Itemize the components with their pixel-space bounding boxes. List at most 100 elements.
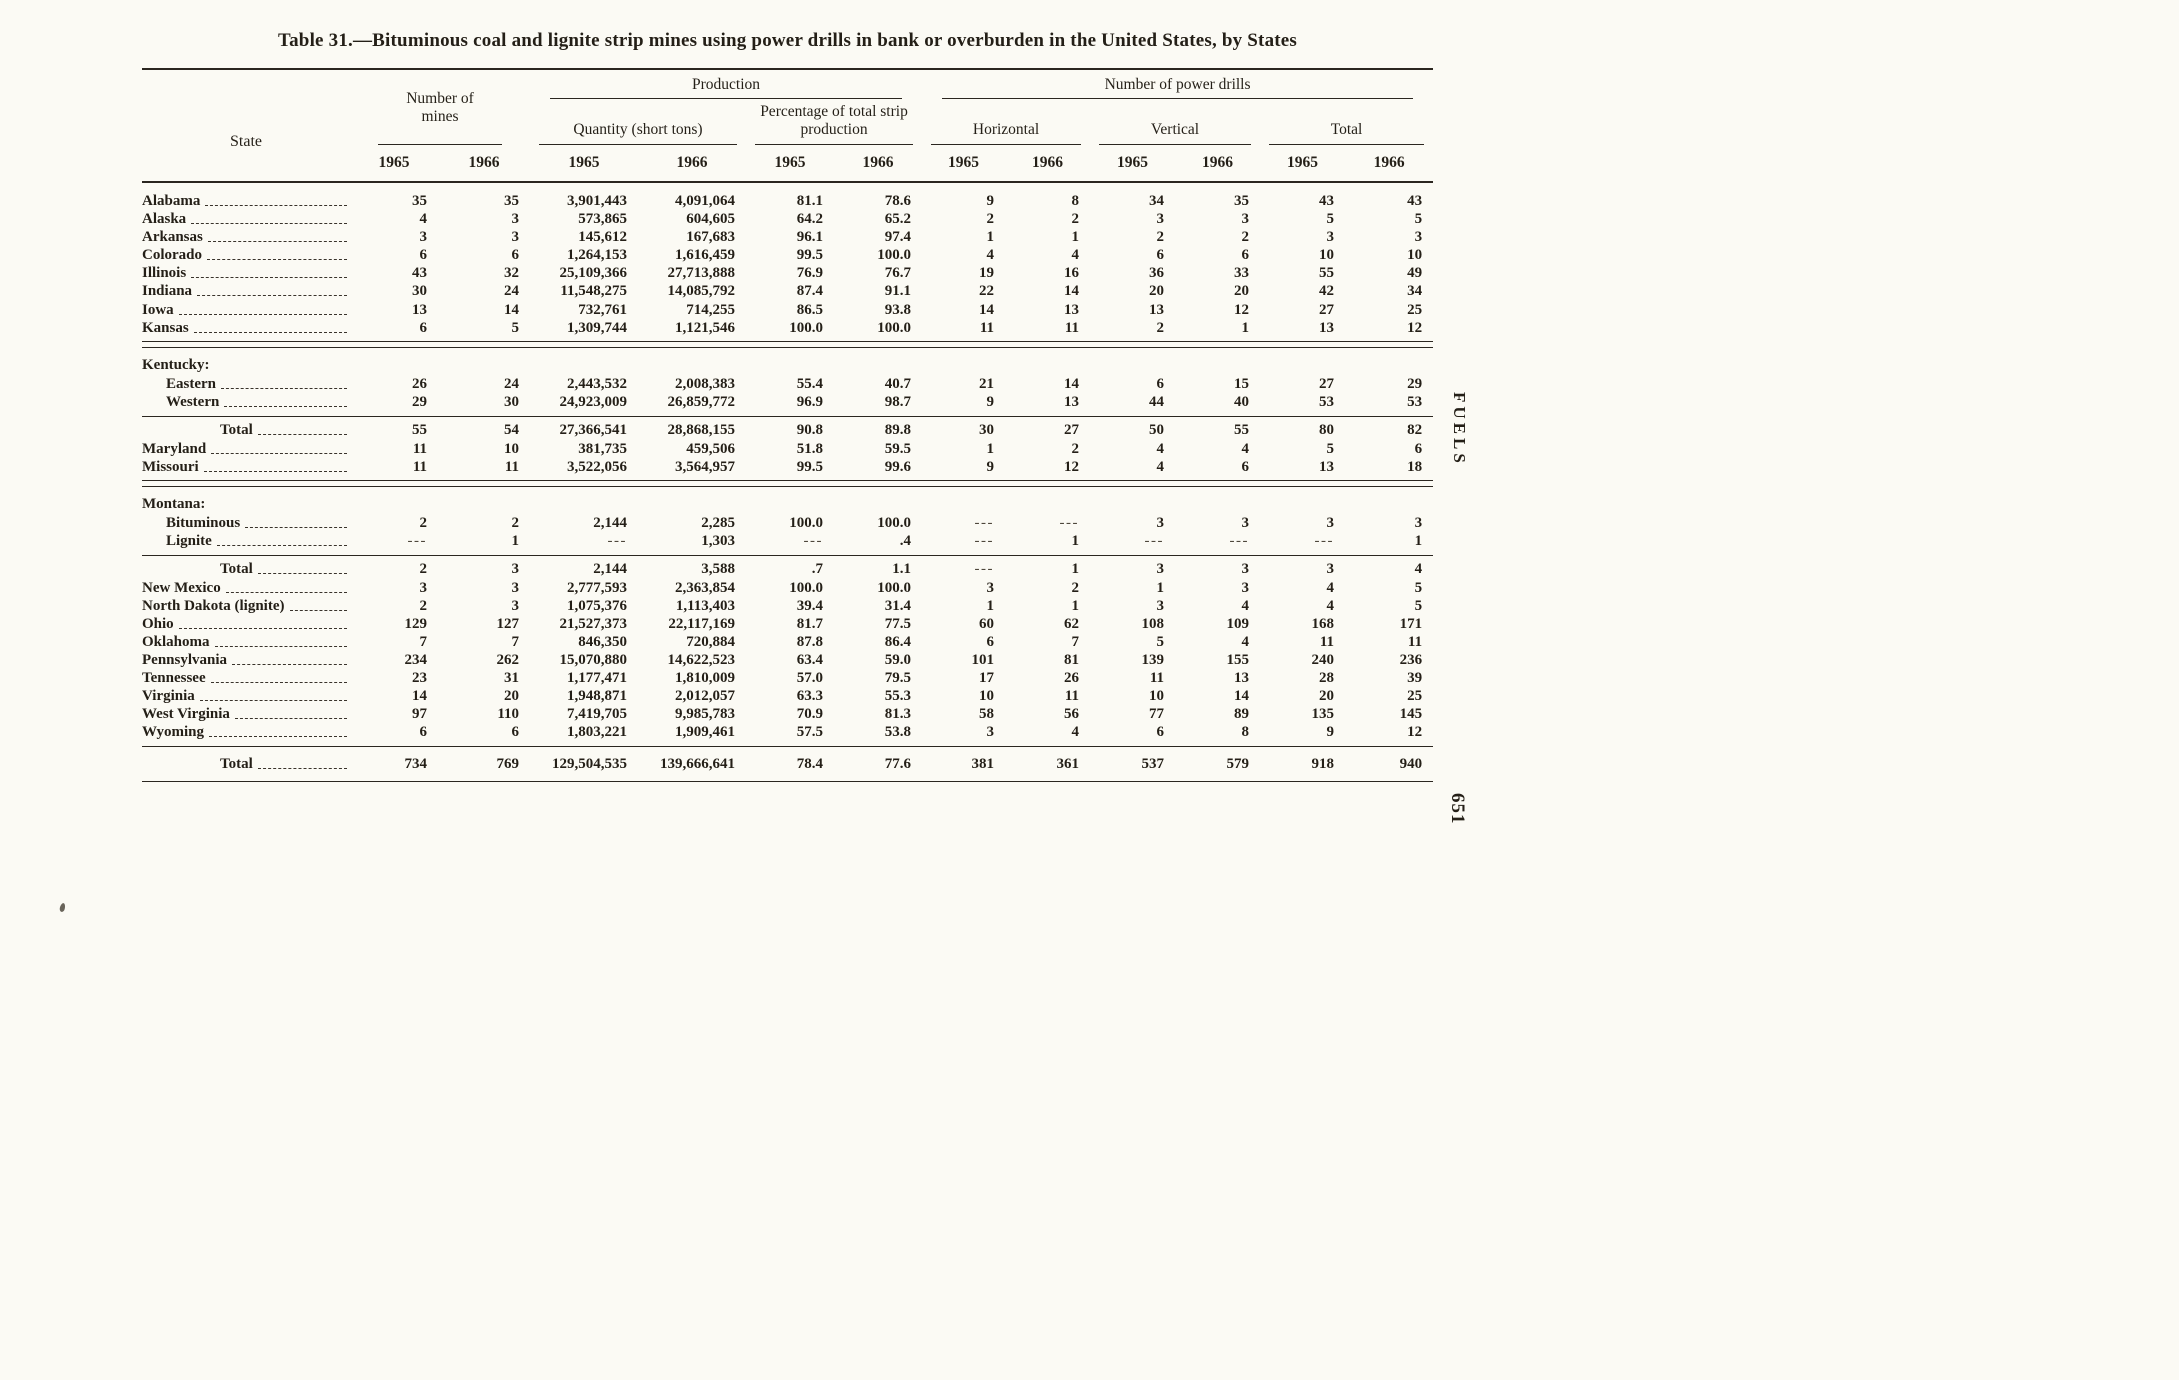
cell-value: 846,350 <box>578 633 627 650</box>
cell-value: 14 <box>1234 688 1250 705</box>
header-row-subgroups: Quantity (short tons) Percentage of tota… <box>142 99 1433 145</box>
row-label-flex: Missouri <box>142 459 350 476</box>
single-rule <box>142 746 1434 748</box>
cell-value: 42 <box>1319 283 1335 300</box>
cell-value: 3 <box>419 579 428 596</box>
cell-value: 240 <box>1311 651 1335 668</box>
cell-value: 145 <box>1399 706 1423 723</box>
cell-value: 2 <box>1071 579 1080 596</box>
cell-value: 91.1 <box>884 283 912 300</box>
cell-value: 31.4 <box>884 597 912 614</box>
cell-value: 145,612 <box>578 229 627 246</box>
cell-value: 62 <box>1064 615 1080 632</box>
cell-value: 26,859,772 <box>667 394 736 411</box>
row-label-cell: Wyoming <box>142 723 350 741</box>
cell-value: 70.9 <box>796 706 823 723</box>
cell-value: 19 <box>979 265 995 282</box>
cell-value: 7 <box>1071 633 1080 650</box>
cell-value: 25,109,366 <box>559 265 628 282</box>
cell-value: --- <box>1229 533 1250 550</box>
cell-value: 87.8 <box>796 633 823 650</box>
cell-value: 2 <box>1071 211 1080 228</box>
cell-value: 13 <box>412 301 427 318</box>
cell-value: 79.5 <box>884 669 912 686</box>
row-label-cell: North Dakota (lignite) <box>142 597 350 615</box>
cell-value: 14 <box>979 301 995 318</box>
row-label: Virginia <box>142 688 195 705</box>
cell-value: 7,419,705 <box>567 706 627 723</box>
cell-value: 100.0 <box>877 515 912 532</box>
cell-value: 56 <box>1064 706 1080 723</box>
cell-value: 11 <box>1407 633 1423 650</box>
cell-value: 33 <box>1234 265 1250 282</box>
row-label-flex: Iowa <box>142 302 350 319</box>
table-row: North Dakota (lignite) 2 3 1,075,376 1,113,4… <box>142 597 1433 615</box>
section-divider-cell <box>142 776 1434 786</box>
cell-value: 20 <box>504 688 519 705</box>
cell-value: 1,803,221 <box>567 724 627 741</box>
cell-value: 2,443,532 <box>567 376 627 393</box>
cell-value: 714,255 <box>686 301 735 318</box>
column-header-drills-total: Total <box>1260 99 1433 145</box>
cell-value: 6 <box>1241 458 1250 475</box>
cell-value: 96.1 <box>796 229 823 246</box>
cell-value: 1,810,009 <box>675 669 735 686</box>
row-label: West Virginia <box>142 706 230 723</box>
cell-value: 1 <box>1414 533 1423 550</box>
table-body: Alabama 35 35 3,901,443 4,091,064 81.1 78.6 9 8 3… <box>142 182 1434 786</box>
table-group-row: Kentucky: <box>142 352 1433 375</box>
cell-value: 10 <box>1319 247 1335 264</box>
table-header: State Number of mines Production Number … <box>142 69 1434 183</box>
cell-value: 734 <box>404 755 428 772</box>
cell-value: 9 <box>986 394 995 411</box>
table-row: Wyoming 6 6 1,803,221 1,909,461 57.5 53.8 3 4 6 8 9… <box>142 723 1433 741</box>
cell-value: 1,303 <box>701 533 735 550</box>
cell-value: 93.8 <box>884 301 912 318</box>
row-label: Total <box>220 561 253 578</box>
cell-value: 14 <box>1064 376 1080 393</box>
cell-value: 604,605 <box>686 211 735 228</box>
cell-value: 3,564,957 <box>675 458 735 475</box>
row-label-flex: Western <box>142 394 350 411</box>
cell-value: 2 <box>419 515 428 532</box>
row-label-cell: Total <box>142 752 350 777</box>
cell-value: 110 <box>497 706 519 723</box>
cell-value: 27,713,888 <box>667 265 736 282</box>
cell-value: 39 <box>1407 669 1423 686</box>
column-header-state: State <box>142 69 350 183</box>
row-label: Iowa <box>142 301 174 318</box>
cell-value: --- <box>1059 515 1080 532</box>
cell-value: 381,735 <box>578 440 627 457</box>
cell-value: 11 <box>1319 633 1335 650</box>
row-label-cell: Lignite <box>142 533 350 551</box>
cell-value: 15,070,880 <box>559 651 628 668</box>
cell-value: 1,909,461 <box>675 724 735 741</box>
row-label: Tennessee <box>142 669 206 686</box>
leader-dashes <box>178 313 347 315</box>
row-label-flex: Colorado <box>142 247 350 264</box>
table-row: Total 2 3 2,144 3,588 .7 1.1 --- 1 3 3 3 4 <box>142 561 1433 579</box>
cell-value: --- <box>974 561 995 578</box>
cell-value: 34 <box>1149 193 1165 209</box>
section-divider-row <box>142 412 1434 422</box>
year-header-1966: 1966 <box>1175 145 1261 183</box>
section-divider-row <box>142 551 1434 561</box>
cell-value: 1 <box>986 597 995 614</box>
cell-value: 12 <box>1064 458 1080 475</box>
cell-value: 6 <box>1414 440 1423 457</box>
cell-value: 2,008,383 <box>675 376 735 393</box>
table-row: Total 55 54 27,366,541 28,868,155 90.8 89.8 30 2… <box>142 422 1433 440</box>
row-group-label: Montana: <box>142 496 206 513</box>
row-label: Arkansas <box>142 229 203 246</box>
cell-value: 43 <box>412 265 427 282</box>
row-label-cell: Missouri <box>142 458 350 476</box>
cell-value: 13 <box>1064 301 1080 318</box>
cell-value: 4 <box>1241 633 1250 650</box>
row-label-flex: New Mexico <box>142 580 350 597</box>
cell-value: 3 <box>511 211 520 228</box>
cell-value: 17 <box>979 669 995 686</box>
cell-value: 9 <box>1326 724 1335 741</box>
section-divider-cell <box>142 476 1434 492</box>
cell-value: 4 <box>1071 247 1080 264</box>
cell-value: 139,666,641 <box>660 755 735 772</box>
